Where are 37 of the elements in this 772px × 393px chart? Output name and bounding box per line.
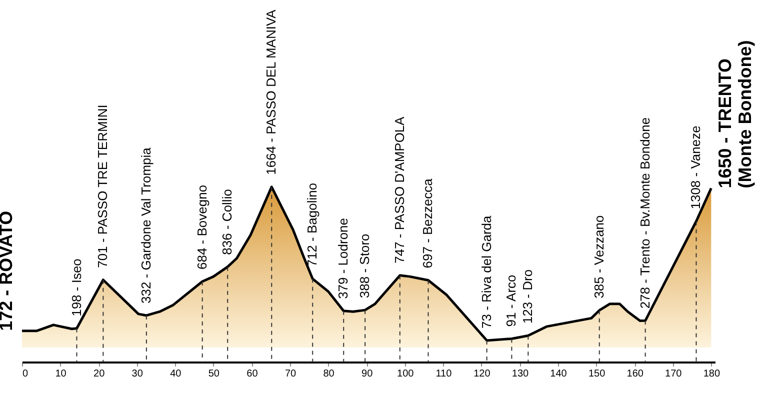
x-tick-label: 30 xyxy=(132,368,144,380)
data-label: 1650 - TRENTO (Monte Bondone) xyxy=(715,40,756,188)
x-tick-label: 150 xyxy=(588,368,606,380)
data-label: 385 - Vezzano xyxy=(591,215,606,298)
x-tick-label: 110 xyxy=(436,368,452,380)
x-tick-label: 80 xyxy=(323,368,335,380)
data-label: 684 - Bovegno xyxy=(194,184,210,270)
data-label: 91 - Arco xyxy=(504,274,519,327)
x-tick-label: 130 xyxy=(512,368,530,380)
x-tick-label: 0 xyxy=(22,368,28,380)
x-tick-label: 160 xyxy=(626,368,644,380)
data-label: 123 - Dro xyxy=(520,269,536,324)
x-tick-label: 20 xyxy=(94,368,106,380)
data-label: 73 - Riva del Garda xyxy=(478,214,494,328)
data-label: 747 - PASSO D'AMPOLA xyxy=(392,116,407,264)
data-label: 1308 - Vaneze xyxy=(688,126,704,210)
x-tick-label: 40 xyxy=(170,368,182,380)
x-tick-label: 140 xyxy=(550,368,568,380)
x-tick-label: 70 xyxy=(284,368,297,380)
data-label: 388 - Storo xyxy=(357,234,372,298)
x-tick-label: 10 xyxy=(55,368,67,380)
data-label: 701 - PASSO TRE TERMINI xyxy=(95,104,110,268)
x-tick-label: 120 xyxy=(474,368,491,380)
x-tick-label: 90 xyxy=(362,368,374,380)
data-label: 379 - Lodrone xyxy=(336,218,351,299)
data-label: 836 - Collio xyxy=(220,189,235,255)
x-tick-label: 50 xyxy=(208,368,220,380)
data-label: 278 - Trento - Bv.Monte Bondone xyxy=(637,117,652,309)
x-tick-label: 170 xyxy=(665,368,682,380)
data-label: 332 - Gardone Val Trompia xyxy=(138,146,154,304)
data-label: 1664 - PASSO DEL MANIVA xyxy=(264,9,279,175)
x-tick-label: 100 xyxy=(397,368,414,380)
x-tick-label: 180 xyxy=(703,368,720,380)
x-tick-label: 60 xyxy=(246,368,258,380)
data-label: 712 - Bagolino xyxy=(304,182,320,267)
data-label: 697 - Bezzecca xyxy=(420,178,436,268)
data-label: 198 - Iseo xyxy=(68,258,84,316)
